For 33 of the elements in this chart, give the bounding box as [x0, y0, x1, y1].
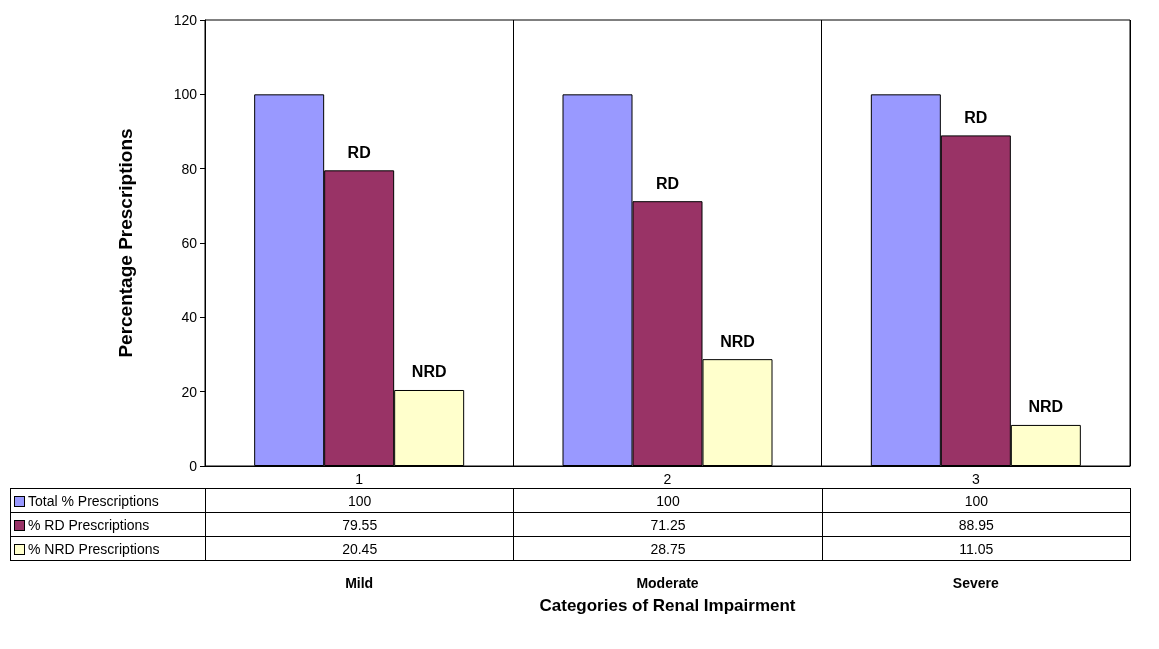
data-label: 20.45 [205, 536, 514, 561]
annotation: NRD [411, 363, 447, 381]
annotation: NRD [720, 332, 755, 350]
y-tick-label: 100 [173, 86, 198, 103]
y-tick-label: 120 [173, 12, 198, 28]
data-label: 100 [822, 488, 1131, 513]
annotation: NRD [1028, 398, 1064, 416]
y-tick-label: 60 [181, 235, 198, 251]
legend-label: % NRD Prescriptions [10, 536, 206, 561]
text: Mild [345, 575, 374, 591]
text: Moderate [636, 575, 699, 591]
x-tick-label: 1 [355, 471, 364, 487]
data-label: 11.05 [822, 536, 1131, 561]
annotation: RD [347, 143, 371, 161]
y-tick-label: 80 [181, 160, 198, 177]
data-label: 100 [205, 488, 514, 513]
legend-label: Total % Prescriptions [10, 488, 206, 513]
annotation: RD [964, 108, 988, 126]
y-tick-label: 20 [181, 383, 198, 400]
data-label: 88.95 [822, 512, 1131, 537]
annotation: RD [655, 174, 680, 192]
x-tick-label: 2 [663, 471, 672, 487]
y-tick-label: 0 [189, 458, 198, 474]
data-label: 100 [513, 488, 823, 513]
y-tick-label: 40 [181, 309, 198, 326]
data-label: 79.55 [205, 512, 514, 537]
legend-label: % RD Prescriptions [10, 512, 206, 537]
data-label: 71.25 [513, 512, 823, 537]
text: Severe [952, 575, 999, 591]
x-tick-label: 3 [971, 471, 980, 487]
data-label: 28.75 [513, 536, 823, 561]
text: Categories of Renal Impairment [539, 596, 796, 616]
y-axis-title: Percentage Prescriptions [115, 128, 136, 358]
